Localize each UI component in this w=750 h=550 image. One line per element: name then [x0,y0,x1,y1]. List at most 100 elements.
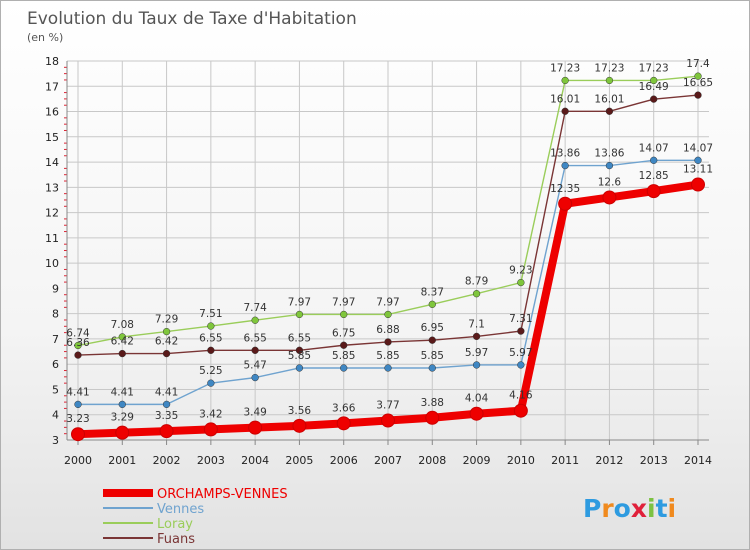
data-point-vennes [605,161,614,170]
legend-label-vennes: Vennes [157,502,204,517]
label-layer: 6.74 7.08 7.29 7.51 7.74 7.97 7.97 7.97 8.37 8.79… [66,58,713,425]
data-point-orchamps-vennes [336,416,351,431]
data-label-orchamps-vennes: 12.85 [639,170,669,182]
data-label-orchamps-vennes: 3.42 [199,408,222,420]
data-point-fuans [605,107,614,115]
data-point-loray [428,300,436,308]
data-point-orchamps-vennes [159,424,174,439]
data-point-fuans [118,349,126,358]
data-point-fuans [207,346,215,354]
data-point-vennes [428,364,436,372]
data-label-orchamps-vennes: 4.16 [509,390,533,402]
data-point-orchamps-vennes [203,422,218,437]
data-label-vennes: 5.85 [332,350,355,362]
series-layer [71,72,705,442]
data-label-loray: 7.08 [111,319,134,331]
data-label-loray: 9.23 [509,265,532,277]
x-tick-label: 2011 [551,454,579,467]
data-point-orchamps-vennes [558,196,573,211]
data-label-orchamps-vennes: 4.04 [465,393,489,405]
y-tick-label: 9 [52,282,59,295]
data-point-vennes [118,400,126,409]
data-point-vennes [650,156,658,164]
x-tick-label: 2013 [640,454,668,467]
data-label-fuans: 16.49 [639,81,669,93]
data-point-orchamps-vennes [71,427,85,442]
data-label-vennes: 4.41 [111,386,134,398]
data-label-orchamps-vennes: 3.35 [155,410,178,422]
data-label-fuans: 6.75 [332,327,355,339]
data-point-fuans [694,91,702,99]
data-point-loray [162,327,171,336]
data-label-orchamps-vennes: 12.35 [550,183,580,195]
data-point-orchamps-vennes [381,413,395,428]
data-label-fuans: 6.55 [288,332,311,344]
data-label-orchamps-vennes: 3.77 [376,400,399,412]
y-tick-label: 15 [45,131,59,144]
chart-title: Evolution du Taux de Taxe d'Habitation [27,9,357,29]
logo-letter: i [668,494,677,523]
data-label-fuans: 6.88 [376,324,399,336]
data-label-loray: 17.23 [550,62,580,74]
data-point-loray [605,76,614,85]
data-label-loray: 6.74 [66,328,90,340]
x-tick-label: 2008 [418,454,446,467]
data-point-loray [340,310,348,319]
data-point-orchamps-vennes [646,184,661,199]
data-point-loray [207,322,215,330]
data-point-vennes [517,361,525,369]
data-label-orchamps-vennes: 3.49 [243,407,266,419]
data-point-loray [517,278,525,287]
x-tick-label: 2007 [374,454,402,467]
data-label-loray: 7.51 [199,308,222,320]
y-tick-label: 7 [52,333,59,346]
data-label-vennes: 5.85 [421,350,444,362]
y-tick-label: 18 [45,55,59,68]
logo-letter: i [647,494,656,523]
y-tick-label: 16 [45,106,59,119]
data-label-fuans: 16.01 [594,93,624,105]
logo-letter: P [583,494,601,523]
data-point-fuans [561,107,569,115]
data-point-vennes [472,361,481,369]
data-point-fuans [384,338,392,346]
data-point-loray [384,310,392,319]
data-label-vennes: 5.47 [243,360,266,372]
data-point-vennes [251,373,259,382]
y-tick-label: 8 [52,308,59,321]
data-label-loray: 7.97 [288,296,311,308]
data-point-fuans [428,336,436,344]
data-point-fuans [74,351,82,359]
data-point-vennes [384,364,392,372]
y-tick-label: 3 [52,434,59,447]
x-tick-label: 2003 [197,454,225,467]
data-label-vennes: 5.97 [465,347,488,359]
data-point-fuans [517,327,525,335]
data-label-orchamps-vennes: 12.6 [598,176,622,188]
legend-label-fuans: Fuans [157,532,195,547]
data-label-vennes: 5.25 [199,365,222,377]
data-point-fuans [295,346,304,354]
data-label-vennes: 13.86 [550,148,580,160]
data-point-fuans [340,341,348,349]
data-label-orchamps-vennes: 3.56 [288,405,312,417]
logo-letter: o [614,494,631,523]
data-point-fuans [472,332,481,341]
data-label-loray: 7.29 [155,314,178,326]
data-label-loray: 8.37 [421,286,444,298]
data-point-vennes [694,156,702,164]
data-label-fuans: 6.42 [111,336,134,348]
data-point-orchamps-vennes [115,425,130,440]
data-point-loray [561,76,569,85]
data-label-loray: 17.23 [594,62,624,74]
data-point-vennes [74,400,82,409]
data-point-loray [650,76,658,85]
data-label-vennes: 5.85 [288,350,311,362]
data-label-fuans: 6.55 [199,332,222,344]
legend-label-loray: Loray [157,517,193,532]
data-label-fuans: 16.01 [550,93,580,105]
data-label-fuans: 16.65 [683,77,713,89]
data-point-orchamps-vennes [425,410,440,425]
data-point-vennes [340,364,348,372]
